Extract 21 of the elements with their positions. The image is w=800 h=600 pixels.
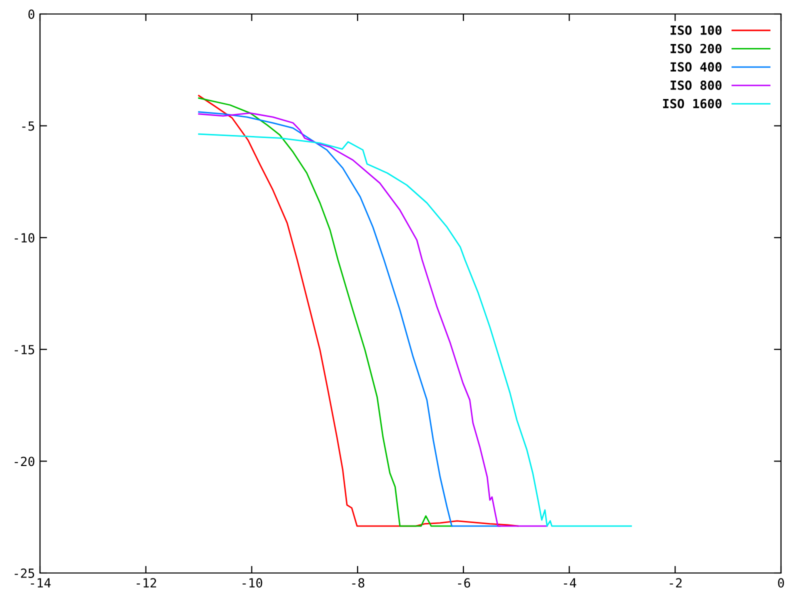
y-tick-label: -5 bbox=[22, 121, 34, 131]
x-tick-label: -4 bbox=[564, 578, 576, 588]
line-series bbox=[198, 133, 632, 527]
x-tick-label: -2 bbox=[670, 578, 682, 588]
legend-label: ISO 200 bbox=[670, 44, 722, 54]
legend-label: ISO 100 bbox=[670, 25, 722, 35]
legend-label: ISO 1600 bbox=[663, 98, 722, 108]
x-tick-label: -12 bbox=[136, 578, 156, 588]
x-tick-label: 0 bbox=[778, 578, 784, 588]
y-tick-label: -25 bbox=[14, 568, 34, 578]
y-tick-label: -15 bbox=[14, 345, 34, 354]
x-tick-label: -10 bbox=[242, 578, 262, 588]
line-series bbox=[198, 97, 452, 527]
x-tick-label: -14 bbox=[30, 578, 51, 588]
y-tick-label: 0 bbox=[28, 10, 34, 19]
x-tick-label: -8 bbox=[352, 578, 364, 588]
y-tick-label: -20 bbox=[14, 456, 34, 466]
y-tick-label: -10 bbox=[14, 233, 34, 243]
legend-label: ISO 800 bbox=[670, 80, 722, 90]
x-tick-label: -6 bbox=[458, 578, 470, 588]
legend-label: ISO 400 bbox=[670, 62, 722, 72]
